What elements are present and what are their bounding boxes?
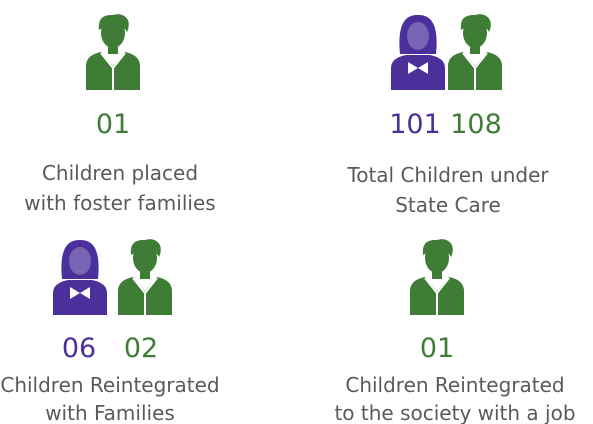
boy-icon bbox=[447, 13, 503, 90]
girl-icon bbox=[53, 239, 107, 315]
boy-icon bbox=[116, 238, 174, 316]
stat-label: with Families bbox=[45, 401, 175, 424]
stat-label: Children Reintegrated bbox=[0, 373, 219, 397]
girl-icon bbox=[391, 14, 445, 90]
stat-label: Children placed bbox=[42, 161, 198, 185]
stat-label: Total Children under bbox=[346, 163, 549, 187]
stat-number: 01 bbox=[96, 109, 130, 140]
stat-number: 06 bbox=[62, 333, 96, 364]
stat-number: 02 bbox=[124, 333, 158, 364]
stat-number: 108 bbox=[450, 109, 502, 140]
boy-icon bbox=[85, 13, 141, 90]
stat-label: with foster families bbox=[24, 191, 215, 215]
stat-label: to the society with a job bbox=[334, 401, 575, 424]
stat-label: Children Reintegrated bbox=[345, 373, 564, 397]
stat-number: 101 bbox=[389, 109, 441, 140]
stat-label: State Care bbox=[395, 193, 501, 217]
boy-icon bbox=[408, 238, 466, 316]
stat-number: 01 bbox=[420, 333, 454, 364]
